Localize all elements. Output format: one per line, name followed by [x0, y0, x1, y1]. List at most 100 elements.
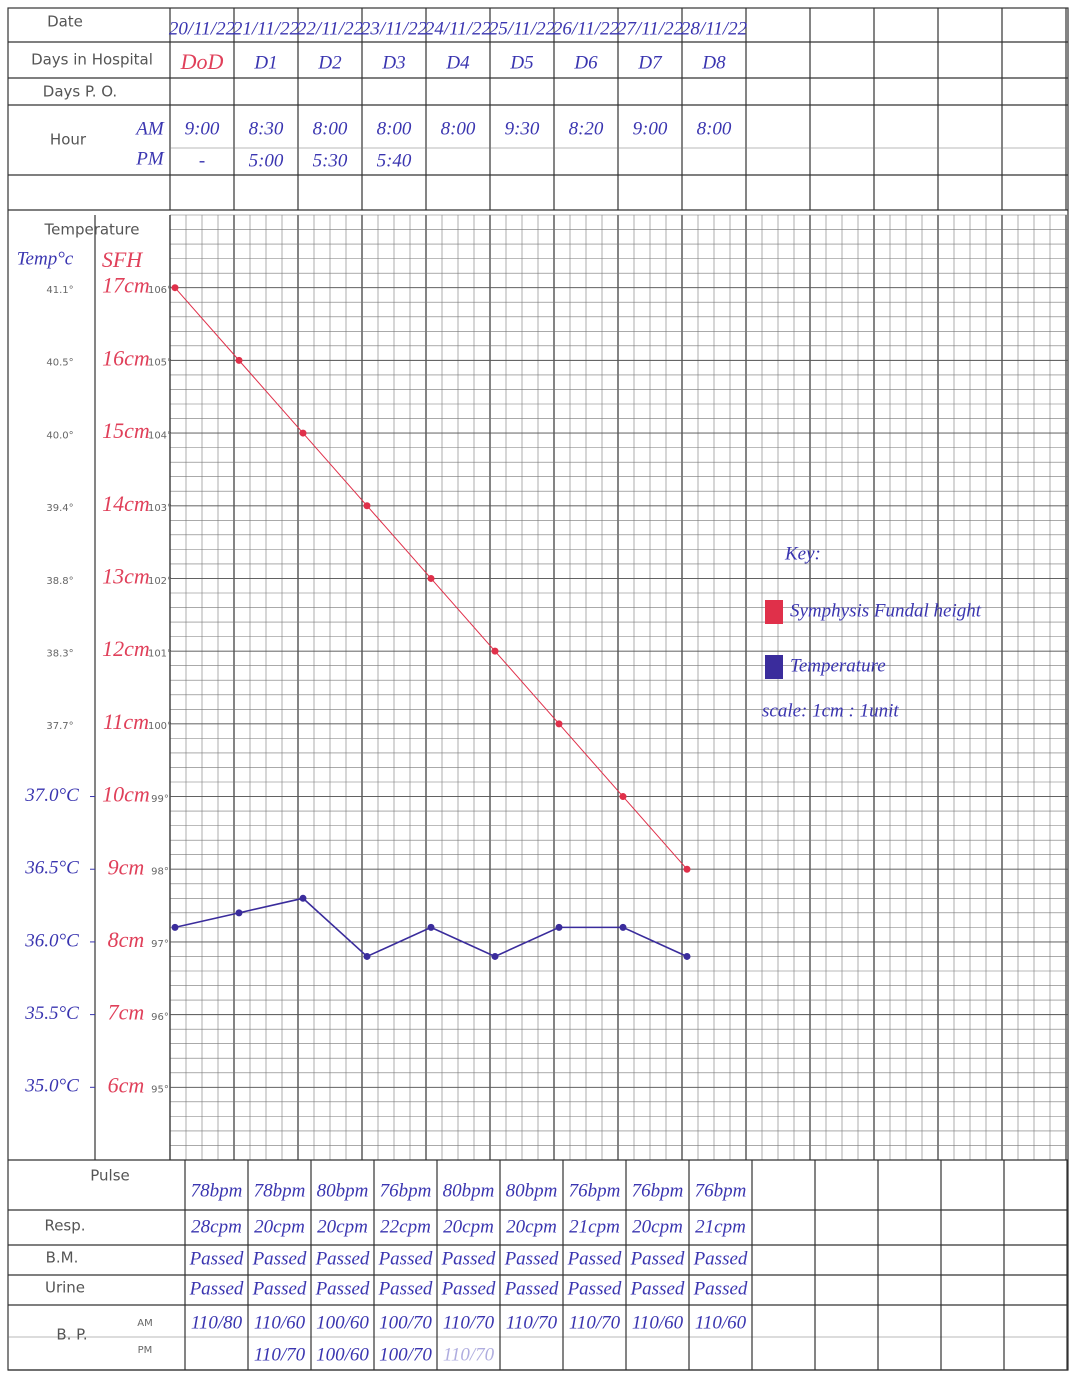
legend-swatch [765, 600, 783, 624]
days-label: Days in Hospital [31, 51, 153, 69]
date: 25/11/22 [489, 18, 556, 39]
data-point [363, 952, 371, 960]
date: 21/11/22 [233, 18, 300, 39]
observation-value: 20cpm [317, 1216, 368, 1237]
observation-value: Passed [252, 1248, 307, 1269]
bp-am: 110/80 [191, 1312, 243, 1333]
observation-value: 20cpm [632, 1216, 683, 1237]
y-tick-label: 14cm [102, 491, 150, 516]
observation-value: Passed [315, 1248, 370, 1269]
observation-value: 76bpm [632, 1180, 684, 1201]
y-tick-label: 12cm [102, 636, 150, 661]
bp-am: 110/60 [695, 1312, 747, 1333]
printed-f-label: 95° [151, 1085, 169, 1096]
printed-f-label: 101° [148, 648, 172, 659]
observation-value: Passed [378, 1248, 433, 1269]
y2-tick-label: 35.0°C [24, 1076, 79, 1097]
date: 26/11/22 [553, 18, 620, 39]
bp-label: B. P. [56, 1326, 87, 1344]
printed-f-label: 96° [151, 1012, 169, 1023]
printed-c-label: 38.3° [46, 648, 73, 659]
printed-c-label: 39.4° [46, 503, 73, 514]
bp-pm: 110/70 [254, 1344, 306, 1365]
bm-label: B.M. [46, 1249, 79, 1267]
observation-value: 80bpm [317, 1180, 369, 1201]
observation-value: Passed [504, 1248, 559, 1269]
observation-value: Passed [693, 1278, 748, 1299]
printed-c-label: 41.1° [46, 285, 73, 296]
hospital-day: D2 [317, 52, 342, 73]
date: 23/11/22 [361, 18, 428, 39]
temp-axis-label: Temp°c [17, 248, 74, 269]
hour-am: 8:20 [569, 118, 604, 139]
y-tick-label: 16cm [102, 345, 150, 370]
hour-label: Hour [50, 131, 87, 149]
data-point [171, 923, 179, 931]
data-point [427, 574, 435, 582]
observation-value: 21cpm [695, 1216, 746, 1237]
hour-am: 8:00 [697, 118, 732, 139]
hour-am: 8:00 [441, 118, 476, 139]
y-tick-label: 7cm [108, 1000, 145, 1025]
hour-am: 8:00 [313, 118, 348, 139]
observation-value: Passed [630, 1278, 685, 1299]
hour-pm: - [199, 150, 205, 171]
bp-am: 100/60 [316, 1312, 369, 1333]
y2-tick-label: 36.0°C [24, 930, 79, 951]
legend-title: Key: [784, 543, 821, 564]
printed-f-label: 99° [151, 794, 169, 805]
bp-am: 110/70 [569, 1312, 621, 1333]
urine-label: Urine [45, 1279, 85, 1297]
y2-tick-label: 37.0°C [24, 785, 79, 806]
hour-am: 9:30 [505, 118, 540, 139]
printed-c-label: 40.0° [46, 430, 73, 441]
bp-pm: 100/60 [316, 1344, 369, 1365]
data-point [555, 923, 563, 931]
data-point [299, 894, 307, 902]
bp-am: 110/70 [443, 1312, 495, 1333]
hospital-day: D5 [509, 52, 533, 73]
y-tick-label: 9cm [108, 854, 145, 879]
y-tick-label: 15cm [102, 418, 150, 443]
observation-value: 21cpm [569, 1216, 620, 1237]
legend-entry: Temperature [790, 655, 886, 676]
bp-am: 100/70 [379, 1312, 432, 1333]
resp-label: Resp. [44, 1217, 85, 1235]
observation-value: 80bpm [443, 1180, 495, 1201]
data-point [491, 647, 499, 655]
observation-value: 76bpm [569, 1180, 621, 1201]
hospital-day: D1 [253, 52, 277, 73]
data-point [683, 865, 691, 873]
scale-note: scale: 1cm : 1unit [762, 700, 899, 721]
printed-f-label: 102° [148, 576, 172, 587]
bp-pm: 100/70 [379, 1344, 432, 1365]
observation-value: Passed [441, 1248, 496, 1269]
hospital-day: DoD [180, 49, 224, 74]
bp-am: 110/60 [632, 1312, 684, 1333]
data-point [619, 923, 627, 931]
chart-title: Temperature [43, 221, 139, 239]
observation-value: 20cpm [443, 1216, 494, 1237]
observation-value: 20cpm [254, 1216, 305, 1237]
observation-value: Passed [441, 1278, 496, 1299]
observation-value: 76bpm [695, 1180, 747, 1201]
observation-value: Passed [504, 1278, 559, 1299]
data-point [171, 284, 179, 292]
bp-am: 110/70 [506, 1312, 558, 1333]
days-po-label: Days P. O. [43, 83, 117, 101]
hour-am: 9:00 [185, 118, 220, 139]
hospital-day: D7 [637, 52, 663, 73]
printed-f-label: 106° [148, 285, 172, 296]
hospital-day: D6 [573, 52, 598, 73]
date: 22/11/22 [297, 18, 364, 39]
printed-c-label: 38.8° [46, 576, 73, 587]
data-point [363, 502, 371, 510]
printed-f-label: 97° [151, 939, 169, 950]
printed-c-label: 37.7° [46, 721, 73, 732]
y-tick-label: 6cm [108, 1072, 145, 1097]
am-label: AM [134, 118, 165, 139]
printed-f-label: 105° [148, 358, 172, 369]
hour-am: 9:00 [633, 118, 668, 139]
